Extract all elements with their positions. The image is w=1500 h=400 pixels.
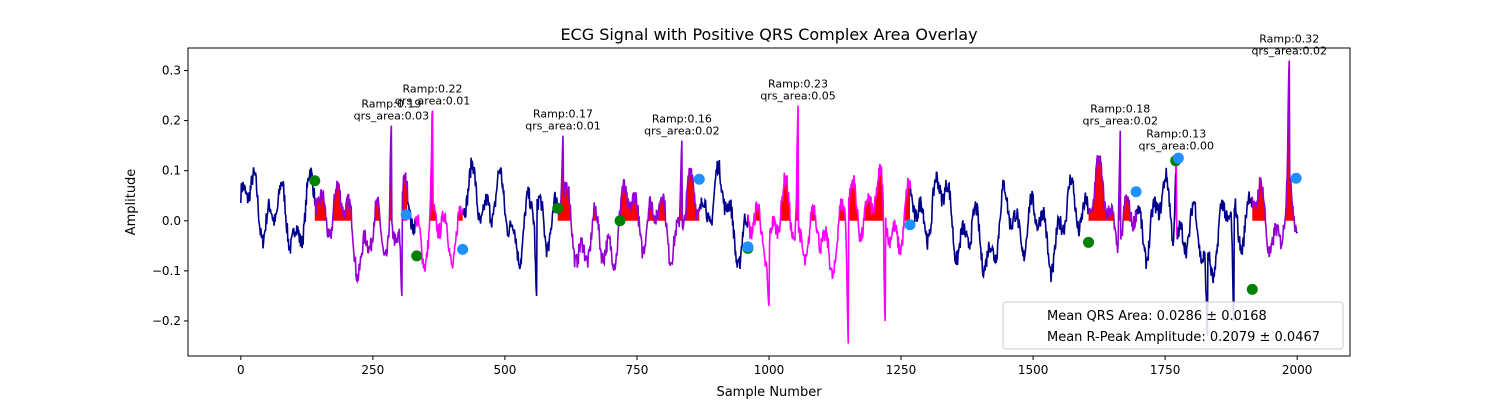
x-tick-label: 1250 xyxy=(886,363,917,377)
y-tick-label: 0.1 xyxy=(162,164,181,178)
qrs-segment-line xyxy=(747,105,912,344)
ecg-signal-line xyxy=(240,167,316,254)
legend-entry-r-peak: Mean R-Peak Amplitude: 0.2079 ± 0.0467 xyxy=(1047,330,1320,345)
ramp-annotation: Ramp:0.17 xyxy=(533,108,593,121)
qrs-onset-marker xyxy=(411,250,423,262)
qrs-onset-marker xyxy=(1246,283,1258,295)
qrs-positive-area xyxy=(314,125,408,221)
x-axis-label: Sample Number xyxy=(716,385,822,400)
qrs-area-annotation: qrs_area:0.05 xyxy=(760,90,835,103)
legend-entry-qrs-area: Mean QRS Area: 0.0286 ± 0.0168 xyxy=(1047,309,1267,324)
y-tick-label: 0.2 xyxy=(162,114,181,128)
x-tick-label: 1750 xyxy=(1150,363,1181,377)
annotation-layer: Ramp:0.19qrs_area:0.03Ramp:0.22qrs_area:… xyxy=(354,33,1327,153)
y-tick-label: −0.2 xyxy=(152,314,181,328)
qrs-offset-marker xyxy=(1290,172,1302,184)
ramp-annotation: Ramp:0.18 xyxy=(1090,103,1150,116)
ecg-signal-line xyxy=(909,171,1089,283)
ramp-annotation: Ramp:0.13 xyxy=(1146,128,1206,141)
x-tick-label: 0 xyxy=(237,363,245,377)
y-tick-label: 0.3 xyxy=(162,64,181,78)
qrs-onset-marker xyxy=(614,215,626,227)
qrs-segment-line xyxy=(1087,130,1138,253)
qrs-offset-marker xyxy=(693,173,705,185)
x-tick-label: 250 xyxy=(361,363,384,377)
x-tick-label: 750 xyxy=(626,363,649,377)
ramp-annotation: Ramp:0.22 xyxy=(403,83,463,96)
qrs-offset-marker xyxy=(457,243,469,255)
qrs-offset-marker xyxy=(904,219,916,231)
ramp-annotation: Ramp:0.23 xyxy=(768,78,828,91)
x-tick-label: 1500 xyxy=(1018,363,1049,377)
qrs-segment-line xyxy=(313,125,409,296)
x-tick-label: 2000 xyxy=(1282,363,1313,377)
legend: Mean QRS Area: 0.0286 ± 0.0168 Mean R-Pe… xyxy=(1002,301,1344,350)
marker-layer xyxy=(309,152,1302,295)
qrs-onset-marker xyxy=(552,202,564,214)
qrs-positive-area xyxy=(620,140,700,221)
qrs-area-annotation: qrs_area:0.00 xyxy=(1138,140,1213,153)
qrs-area-annotation: qrs_area:0.01 xyxy=(395,95,470,108)
qrs-area-annotation: qrs_area:0.02 xyxy=(644,125,719,138)
ecg-signal-line xyxy=(462,157,559,296)
qrs-onset-marker xyxy=(309,175,321,187)
y-axis-label: Amplitude xyxy=(124,169,139,236)
chart-title: ECG Signal with Positive QRS Complex Are… xyxy=(560,25,977,44)
qrs-offset-marker xyxy=(1172,152,1184,164)
legend-box xyxy=(1002,301,1344,350)
axis-layer: 0 250 500 750 1000 1250 1500 1750 2000 −0.2 −0.1 0.… xyxy=(152,64,1313,377)
qrs-area-annotation: qrs_area:0.03 xyxy=(354,110,429,123)
ecg-signal-line xyxy=(1295,231,1298,234)
ramp-annotation: Ramp:0.16 xyxy=(652,113,712,126)
series-layer xyxy=(240,60,1298,344)
x-tick-label: 1000 xyxy=(754,363,785,377)
qrs-area-annotation: qrs_area:0.01 xyxy=(525,120,600,133)
ecg-signal-line xyxy=(1135,167,1177,269)
ramp-annotation: Ramp:0.19 xyxy=(361,98,421,111)
qrs-positive-area xyxy=(557,135,621,221)
y-tick-label: 0.0 xyxy=(162,214,181,228)
qrs-offset-marker xyxy=(1130,186,1142,198)
x-tick-label: 500 xyxy=(493,363,516,377)
qrs-offset-marker xyxy=(400,209,412,221)
qrs-offset-marker xyxy=(742,241,754,253)
qrs-segment-line xyxy=(556,135,701,271)
ecg-signal-line xyxy=(699,159,749,269)
ecg-signal-line xyxy=(406,201,416,236)
qrs-positive-area xyxy=(1088,130,1137,221)
qrs-segment-line xyxy=(1251,60,1298,258)
ecg-signal-line xyxy=(1176,191,1254,336)
qrs-segment-line xyxy=(414,110,464,272)
y-tick-label: −0.1 xyxy=(152,264,181,278)
qrs-area-annotation: qrs_area:0.02 xyxy=(1083,115,1158,128)
qrs-segment-line xyxy=(1174,155,1179,240)
ramp-annotation: Ramp:0.32 xyxy=(1259,33,1319,46)
qrs-area-annotation: qrs_area:0.02 xyxy=(1252,45,1327,58)
qrs-onset-marker xyxy=(1083,236,1095,248)
